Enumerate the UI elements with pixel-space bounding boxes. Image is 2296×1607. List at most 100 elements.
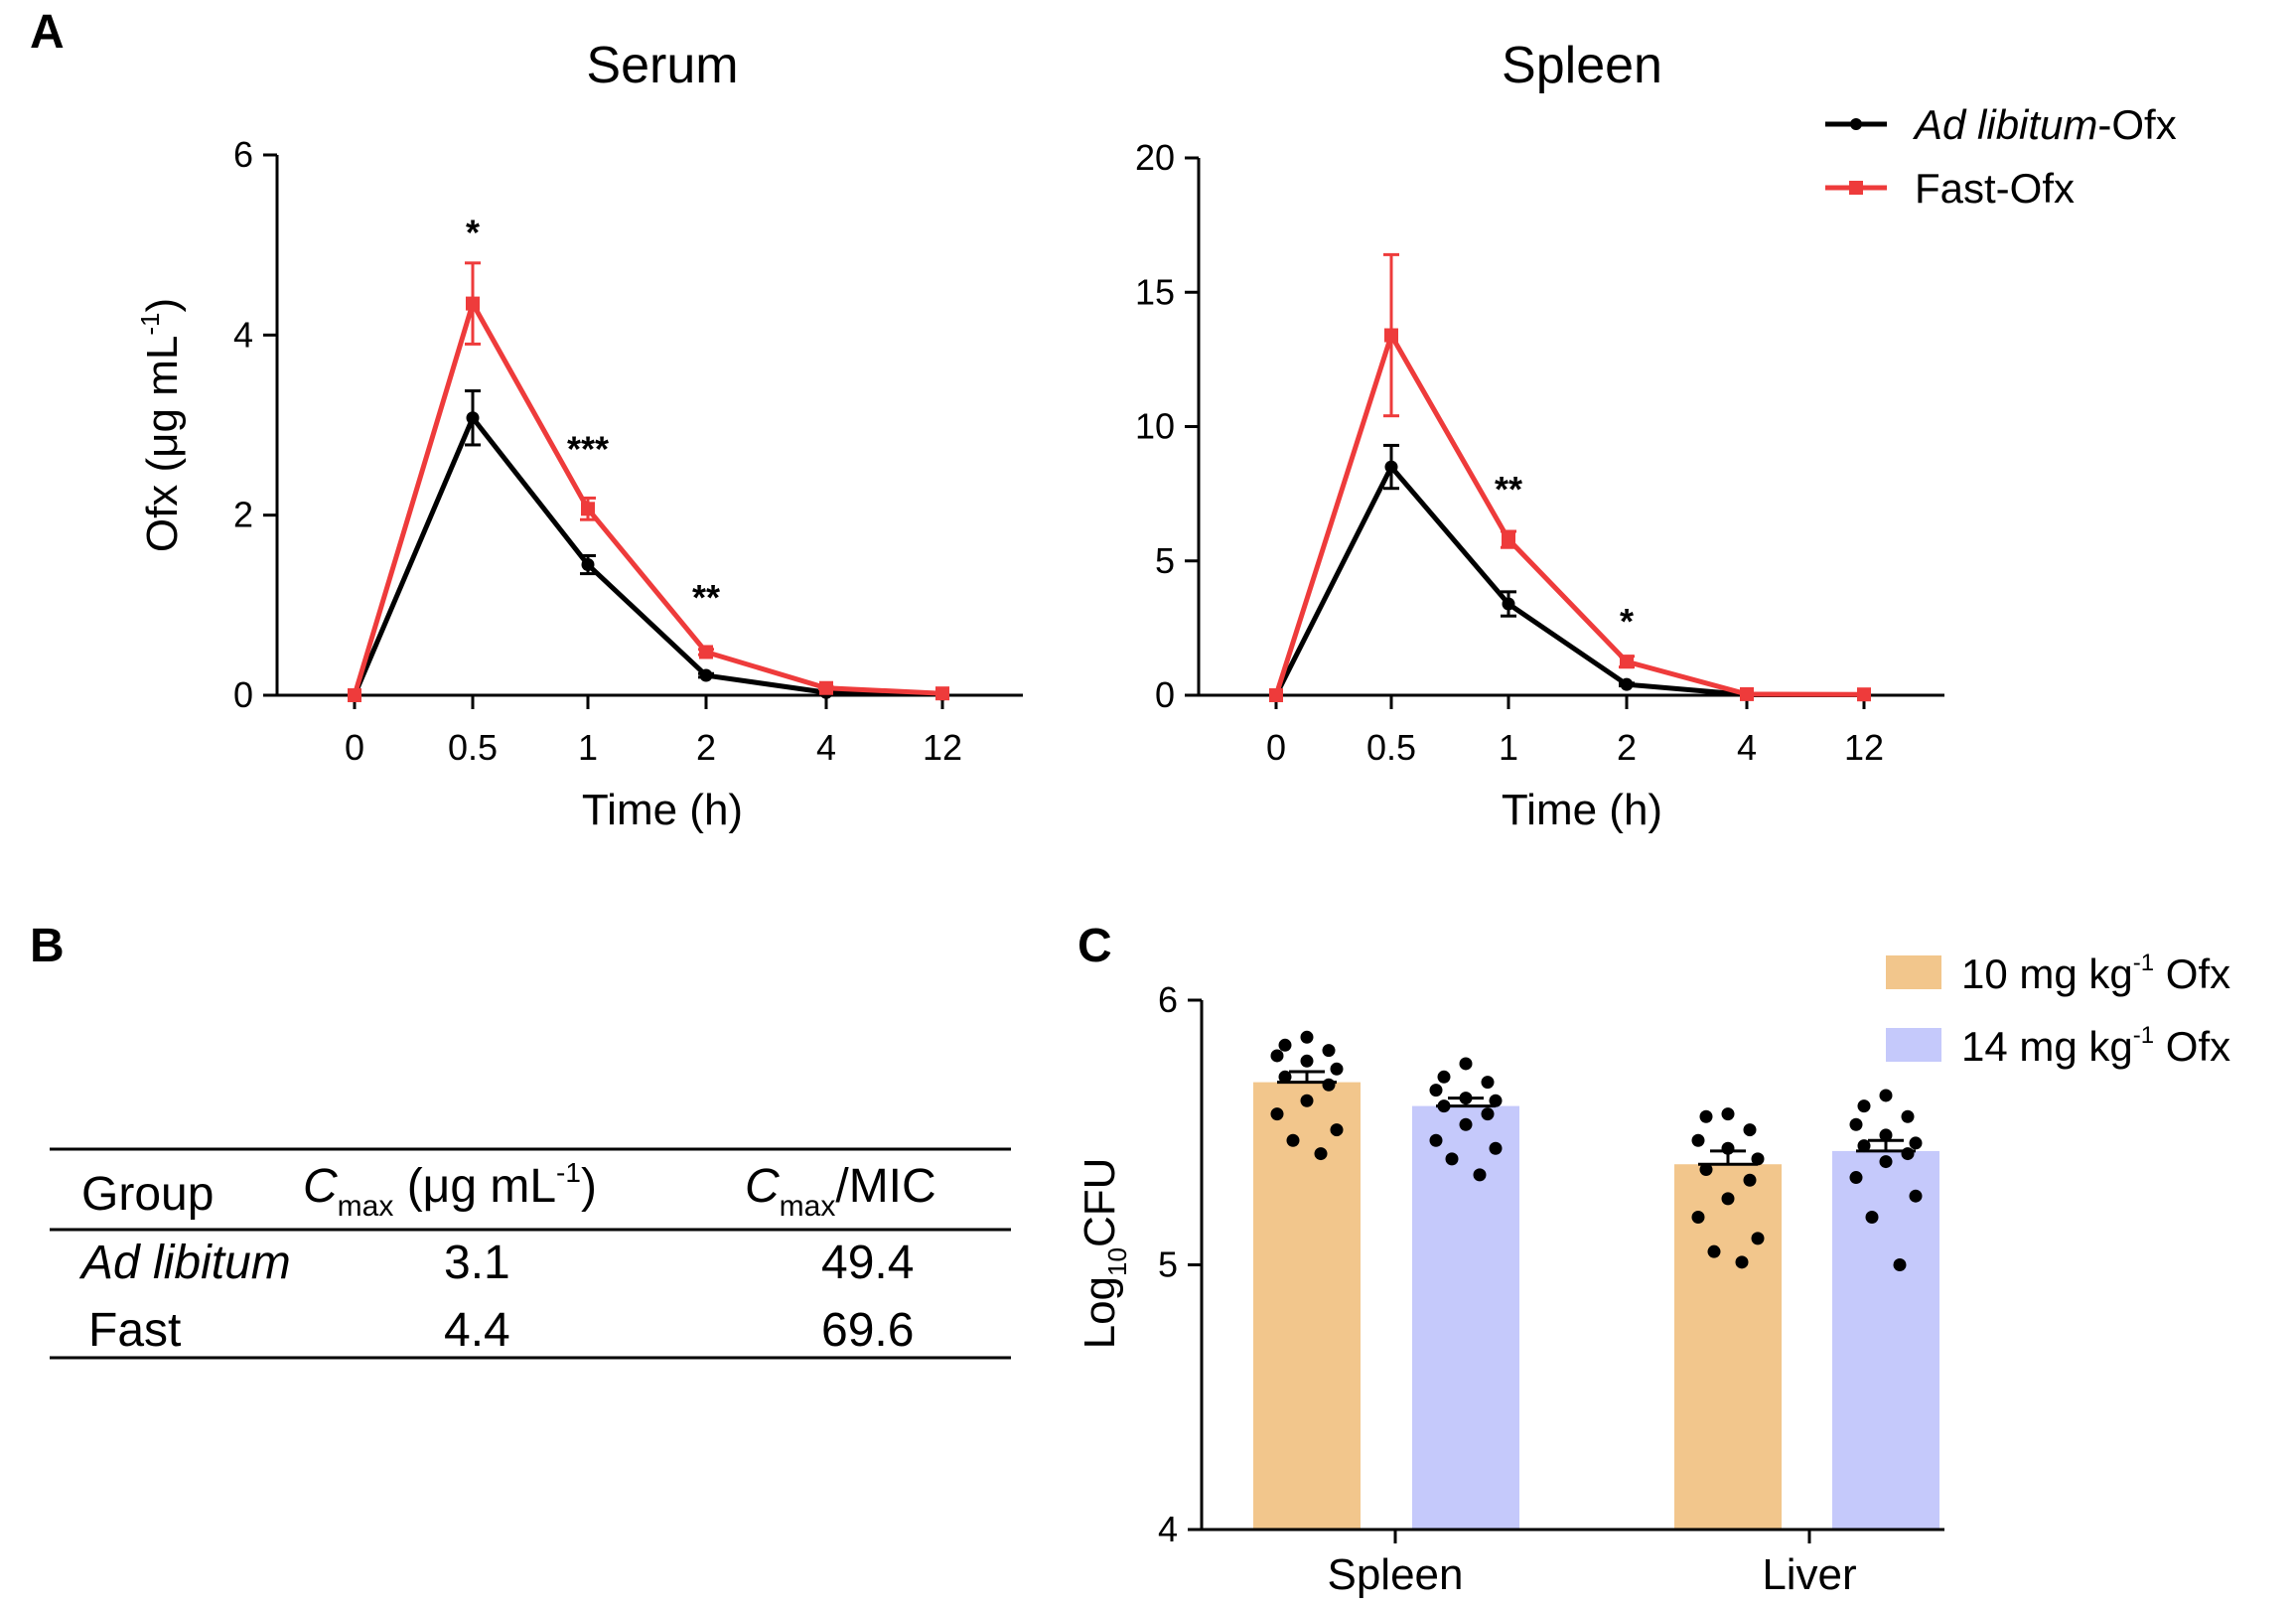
- data-point: [348, 688, 361, 702]
- data-point: [1707, 1244, 1721, 1258]
- bar: [1832, 1150, 1939, 1530]
- x-tick-label: 12: [1844, 727, 1884, 768]
- data-point: [1735, 1255, 1749, 1269]
- data-point: [1721, 1141, 1735, 1155]
- data-point: [1849, 1117, 1863, 1131]
- significance-label: ***: [567, 428, 609, 469]
- x-tick-label: 4: [816, 727, 836, 768]
- x-axis-label: Time (h): [582, 786, 743, 834]
- data-point: [1269, 688, 1283, 702]
- series-line: [1273, 333, 1865, 697]
- y-tick-label: 5: [1158, 1244, 1178, 1285]
- data-point: [1893, 1258, 1907, 1271]
- legend-label-adlib: Ad libitum-Ofx: [1912, 101, 2177, 148]
- data-point: [1699, 1163, 1713, 1177]
- data-point: [1699, 1109, 1713, 1123]
- legend-label-10mg: 10 mg kg-1 Ofx: [1961, 950, 2230, 997]
- data-point: [1437, 1070, 1451, 1084]
- data-point: [1300, 1094, 1314, 1107]
- data-point: [1270, 1049, 1284, 1063]
- data-point: [1751, 1152, 1765, 1166]
- table-row-cmax: 4.4: [444, 1304, 510, 1357]
- data-point: [1384, 328, 1398, 343]
- x-tick-label: 0: [345, 727, 364, 768]
- data-point: [1691, 1211, 1705, 1225]
- data-point: [1481, 1107, 1495, 1121]
- table-row-group: Fast: [88, 1304, 181, 1357]
- significance-label: **: [692, 577, 720, 618]
- chart-title: Spleen: [1502, 37, 1662, 94]
- y-axis-label: Ofx (μg mL-1): [135, 298, 187, 552]
- x-tick-label: Spleen: [1327, 1550, 1463, 1599]
- series-line: [352, 301, 943, 696]
- series-line: [352, 415, 943, 697]
- data-point: [1473, 1168, 1487, 1182]
- data-point: [1721, 1192, 1735, 1206]
- table-row-cmax: 3.1: [444, 1237, 510, 1289]
- chart-title: Serum: [586, 37, 738, 94]
- legend-swatch-14mg: [1886, 1028, 1941, 1062]
- x-tick-label: 0.5: [1366, 727, 1416, 768]
- cfu-bar-chart: 4 5 6 Spleen Liver Log10CFU: [1076, 979, 1944, 1599]
- table-row-ratio: 69.6: [821, 1304, 914, 1357]
- data-point: [1459, 1092, 1473, 1105]
- significance-label: *: [1620, 601, 1634, 642]
- table-header-ratio: Cmax/MIC: [745, 1160, 936, 1223]
- panel-letter-c: C: [1077, 920, 1112, 972]
- y-tick-label: 4: [1158, 1509, 1178, 1549]
- x-axis-label: Time (h): [1502, 786, 1662, 834]
- data-point: [1620, 655, 1634, 669]
- data-point: [1445, 1152, 1459, 1166]
- x-tick-label: 4: [1737, 727, 1757, 768]
- x-tick-label: Liver: [1762, 1550, 1856, 1599]
- data-point: [935, 686, 949, 701]
- data-point: [1620, 677, 1634, 691]
- x-tick-label: 1: [578, 727, 598, 768]
- table-row-ratio: 49.4: [821, 1237, 914, 1289]
- data-point: [1322, 1044, 1336, 1058]
- data-point: [466, 411, 480, 425]
- data-point: [1909, 1136, 1923, 1150]
- data-point: [581, 558, 595, 572]
- x-tick-label: 2: [696, 727, 716, 768]
- y-tick-label: 10: [1135, 406, 1175, 447]
- data-point: [1857, 1139, 1871, 1153]
- data-point: [1879, 1128, 1893, 1142]
- y-tick-label: 15: [1135, 271, 1175, 312]
- legend-swatch-10mg: [1886, 955, 1941, 989]
- data-point: [1278, 1038, 1292, 1052]
- x-tick-label: 12: [923, 727, 962, 768]
- data-point: [819, 680, 833, 695]
- data-point: [1481, 1076, 1495, 1090]
- bar-legend: 10 mg kg-1 Ofx 14 mg kg-1 Ofx: [1886, 950, 2230, 1070]
- data-point: [1270, 1107, 1284, 1121]
- data-point: [1330, 1123, 1344, 1137]
- data-point: [1909, 1189, 1923, 1203]
- data-point: [1322, 1078, 1336, 1092]
- y-tick-label: 0: [233, 674, 253, 715]
- bar: [1253, 1082, 1361, 1530]
- data-point: [1740, 686, 1754, 701]
- legend-label-14mg: 14 mg kg-1 Ofx: [1961, 1022, 2230, 1070]
- significance-label: *: [466, 213, 480, 253]
- y-tick-label: 5: [1155, 540, 1175, 581]
- bar: [1412, 1105, 1519, 1530]
- data-point: [1502, 597, 1515, 611]
- data-point: [1901, 1109, 1915, 1123]
- bar: [1674, 1164, 1782, 1530]
- line-legend: Ad libitum-Ofx Fast-Ofx: [1825, 101, 2177, 212]
- data-point: [1901, 1147, 1915, 1161]
- cmax-table: Group Cmax (μg mL-1) Cmax/MIC Ad libitum…: [50, 1147, 1011, 1360]
- y-tick-label: 4: [233, 314, 253, 355]
- data-point: [1849, 1171, 1863, 1185]
- data-point: [1857, 1099, 1871, 1113]
- data-point: [1743, 1173, 1757, 1187]
- table-header-group: Group: [81, 1168, 214, 1221]
- legend-marker-fast: [1849, 181, 1863, 195]
- data-point: [581, 502, 595, 516]
- data-point: [1429, 1133, 1443, 1147]
- data-point: [1330, 1062, 1344, 1076]
